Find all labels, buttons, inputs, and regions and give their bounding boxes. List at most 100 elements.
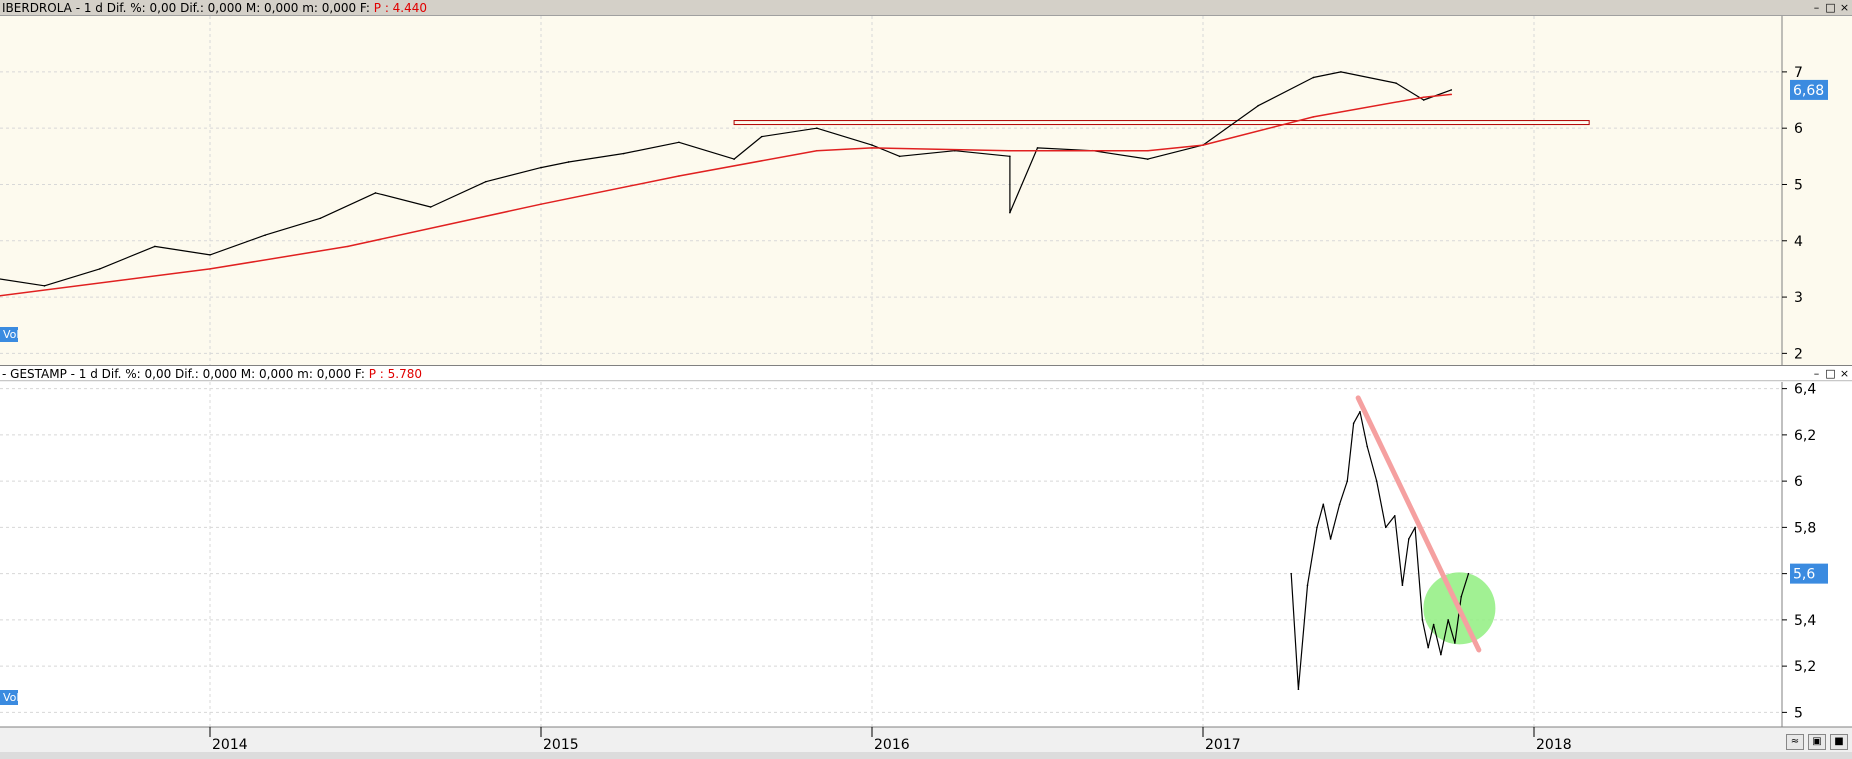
data-point [1340, 71, 1342, 73]
price-axis-background [1782, 16, 1852, 365]
maximize-icon[interactable]: □ [1825, 1, 1836, 14]
iberdrola-window-controls: – □ × [1811, 0, 1850, 16]
minimize-icon[interactable]: – [1813, 367, 1820, 380]
price-tick-label: 2 [1794, 346, 1803, 362]
data-point [1322, 503, 1325, 506]
data-point [98, 268, 101, 270]
data-point [871, 147, 873, 149]
volume-tag-bottom[interactable]: Volumes [0, 690, 18, 705]
data-point [1432, 623, 1435, 626]
last-value-tag-bg [1790, 79, 1828, 100]
data-point [540, 203, 542, 205]
price-tick-label: 3 [1794, 290, 1803, 306]
price-series-line [0, 71, 1452, 287]
minimize-icon[interactable]: – [1813, 1, 1820, 14]
panel-background [0, 16, 1782, 365]
gestamp-header-text: - GESTAMP - 1 d Dif. %: 0,00 Dif.: 0,000… [2, 366, 422, 382]
data-point [1352, 422, 1355, 425]
data-point [1202, 144, 1204, 146]
data-point [1384, 526, 1387, 529]
data-point [154, 245, 156, 248]
last-value-tag: 6,68 [1793, 83, 1824, 99]
data-point [374, 192, 377, 194]
data-point [816, 149, 818, 152]
data-point [1009, 211, 1011, 214]
data-point [733, 158, 735, 160]
data-point [760, 135, 763, 138]
data-point [1338, 503, 1341, 506]
data-point [1257, 104, 1259, 107]
square-icon[interactable]: ■ [1830, 734, 1848, 750]
data-point [1009, 149, 1011, 152]
data-point [1147, 149, 1149, 152]
horizontal-scrollbar [0, 752, 1852, 759]
data-point [678, 141, 680, 144]
data-point [1290, 572, 1292, 575]
close-icon[interactable]: × [1839, 367, 1850, 380]
data-point [1401, 584, 1404, 586]
save-icon[interactable]: ▣ [1808, 734, 1826, 750]
year-tick-label: 2014 [212, 737, 248, 753]
data-point [1427, 646, 1430, 649]
data-point [429, 206, 432, 208]
data-point [1036, 147, 1039, 149]
data-point [678, 175, 680, 177]
data-point [1393, 515, 1396, 517]
data-point [43, 285, 46, 287]
iberdrola-price-label: P : 4.440 [373, 1, 428, 15]
data-point [1407, 538, 1410, 540]
year-tick-label: 2017 [1205, 737, 1241, 753]
resistance-band [733, 120, 1590, 126]
data-point [567, 161, 570, 163]
data-point [1312, 116, 1315, 118]
data-point [264, 234, 266, 236]
bottom-toolbar: ≈ ▣ ■ [1786, 734, 1848, 750]
data-point [1440, 653, 1442, 656]
data-point [1395, 82, 1397, 84]
year-tick-label: 2015 [543, 737, 579, 753]
volume-tag-top[interactable]: Volumes [0, 327, 18, 342]
data-point [485, 180, 487, 183]
price-tick-label: 5,8 [1794, 520, 1816, 536]
data-point [898, 155, 901, 158]
data-point [1450, 93, 1453, 96]
gestamp-window-controls: – □ × [1811, 366, 1850, 382]
data-point [1467, 572, 1470, 575]
data-point [1329, 538, 1332, 540]
data-point [209, 268, 211, 270]
gestamp-panel-header: - GESTAMP - 1 d Dif. %: 0,00 Dif.: 0,000… [0, 365, 1852, 381]
year-tick-label: 2016 [874, 737, 910, 753]
price-tick-label: 5 [1794, 177, 1803, 193]
data-point [871, 144, 873, 146]
data-point [622, 152, 625, 155]
wave-icon[interactable]: ≈ [1786, 734, 1804, 750]
close-icon[interactable]: × [1839, 1, 1850, 14]
data-point [1447, 619, 1449, 621]
price-tick-label: 5,2 [1794, 659, 1816, 675]
data-point [1450, 89, 1453, 91]
gestamp-price-label: P : 5.780 [368, 367, 422, 381]
data-point [1346, 480, 1349, 482]
data-point [209, 254, 211, 256]
data-point [319, 217, 322, 220]
price-tick-label: 4 [1794, 234, 1803, 250]
data-point [816, 127, 818, 129]
last-value-tag-bg [1790, 563, 1828, 584]
year-tick-label: 2018 [1536, 737, 1572, 753]
price-tick-label: 5 [1794, 705, 1803, 721]
maximize-icon[interactable]: □ [1825, 367, 1836, 380]
price-tick-label: 6,2 [1794, 428, 1816, 444]
panel-background [0, 382, 1782, 727]
data-point [540, 166, 542, 169]
data-point [1422, 96, 1425, 99]
data-point [1460, 595, 1463, 598]
price-tick-label: 7 [1794, 65, 1803, 81]
data-point [1366, 445, 1369, 448]
price-tick-label: 6 [1794, 474, 1803, 490]
data-point [1375, 480, 1378, 482]
trendline [1355, 395, 1482, 653]
price-axis-background [1782, 382, 1852, 727]
price-tick-label: 6,4 [1794, 382, 1816, 398]
data-point [1359, 410, 1361, 413]
